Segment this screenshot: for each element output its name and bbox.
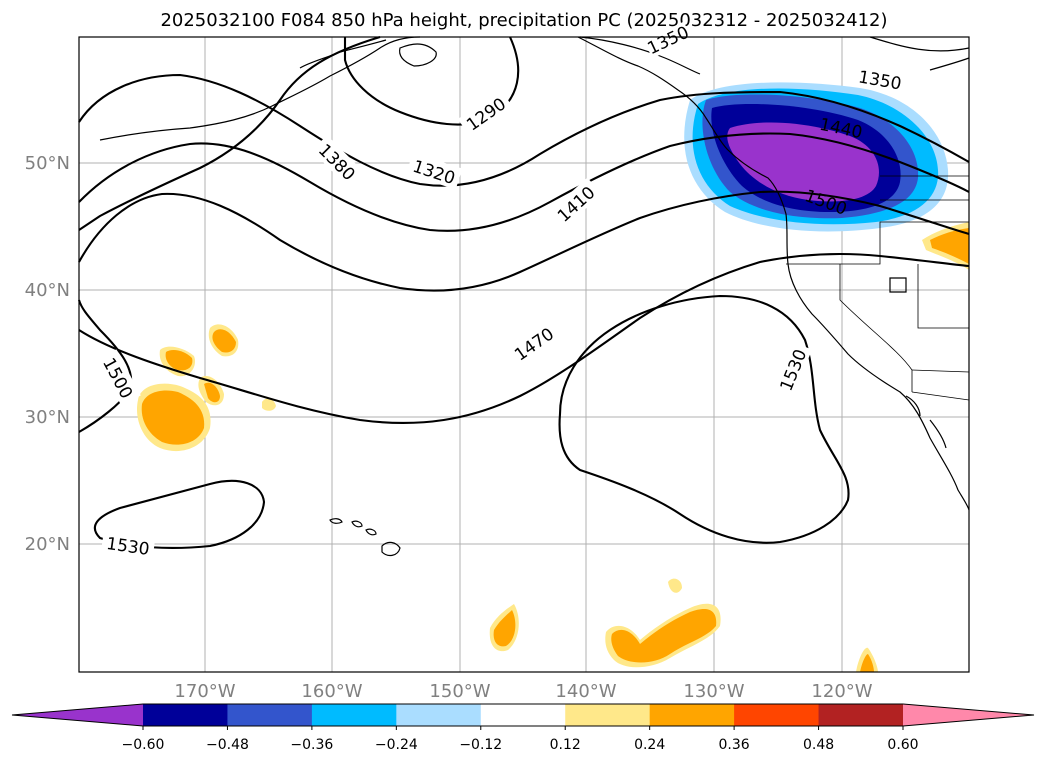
colorbar-swatch xyxy=(143,704,228,726)
colorbar-extend-high xyxy=(903,704,1034,726)
colorbar-swatch xyxy=(818,704,904,726)
colorbar-swatch xyxy=(480,704,566,726)
map-title: 2025032100 F084 850 hPa height, precipit… xyxy=(160,10,887,31)
map-frame xyxy=(78,36,970,673)
map-area: 1290 1320 1350 1350 1380 1410 1440 1470 … xyxy=(77,21,970,673)
lon-label-120w: 120°W xyxy=(811,681,872,702)
latitude-labels: 50°N 40°N 30°N 20°N xyxy=(25,153,70,555)
colorbar-tick-label: −0.12 xyxy=(459,737,502,753)
height-contours xyxy=(77,35,970,549)
colorbar-swatch xyxy=(734,704,820,726)
colorbar-tick-label: −0.24 xyxy=(375,737,418,753)
precip-positive-patches xyxy=(136,222,969,672)
colorbar-swatch xyxy=(649,704,735,726)
colorbar-swatch xyxy=(396,704,482,726)
colorbar-tick-label: 0.48 xyxy=(803,737,834,753)
colorbar-swatch xyxy=(311,704,397,726)
lon-label-170w: 170°W xyxy=(174,681,235,702)
lat-label-20n: 20°N xyxy=(25,534,70,555)
colorbar-tick-label: −0.60 xyxy=(122,737,165,753)
colorbar-tick-label: −0.48 xyxy=(206,737,249,753)
lat-label-40n: 40°N xyxy=(25,280,70,301)
colorbar-swatch xyxy=(565,704,651,726)
precip-negative-blob xyxy=(684,82,949,232)
colorbar-tick-label: 0.36 xyxy=(719,737,750,753)
colorbar-tick-label: 0.12 xyxy=(550,737,581,753)
colorbar-extend-low xyxy=(12,704,143,726)
lon-label-140w: 140°W xyxy=(555,681,616,702)
lon-label-150w: 150°W xyxy=(429,681,490,702)
colorbar-swatch xyxy=(227,704,313,726)
colorbar-tick-label: −0.36 xyxy=(290,737,333,753)
colorbar-tick-label: 0.60 xyxy=(887,737,918,753)
lon-label-160w: 160°W xyxy=(301,681,362,702)
longitude-labels: 170°W 160°W 150°W 140°W 130°W 120°W xyxy=(174,681,872,702)
colorbar-tick-label: 0.24 xyxy=(634,737,665,753)
lat-label-50n: 50°N xyxy=(25,153,70,174)
state-borders xyxy=(786,175,970,401)
coastlines xyxy=(99,36,970,557)
lon-label-130w: 130°W xyxy=(683,681,744,702)
lat-label-30n: 30°N xyxy=(25,407,70,428)
colorbar: −0.60 −0.48 −0.36 −0.24 −0.12 0.12 0.24 0.36 0.4… xyxy=(11,703,1035,753)
